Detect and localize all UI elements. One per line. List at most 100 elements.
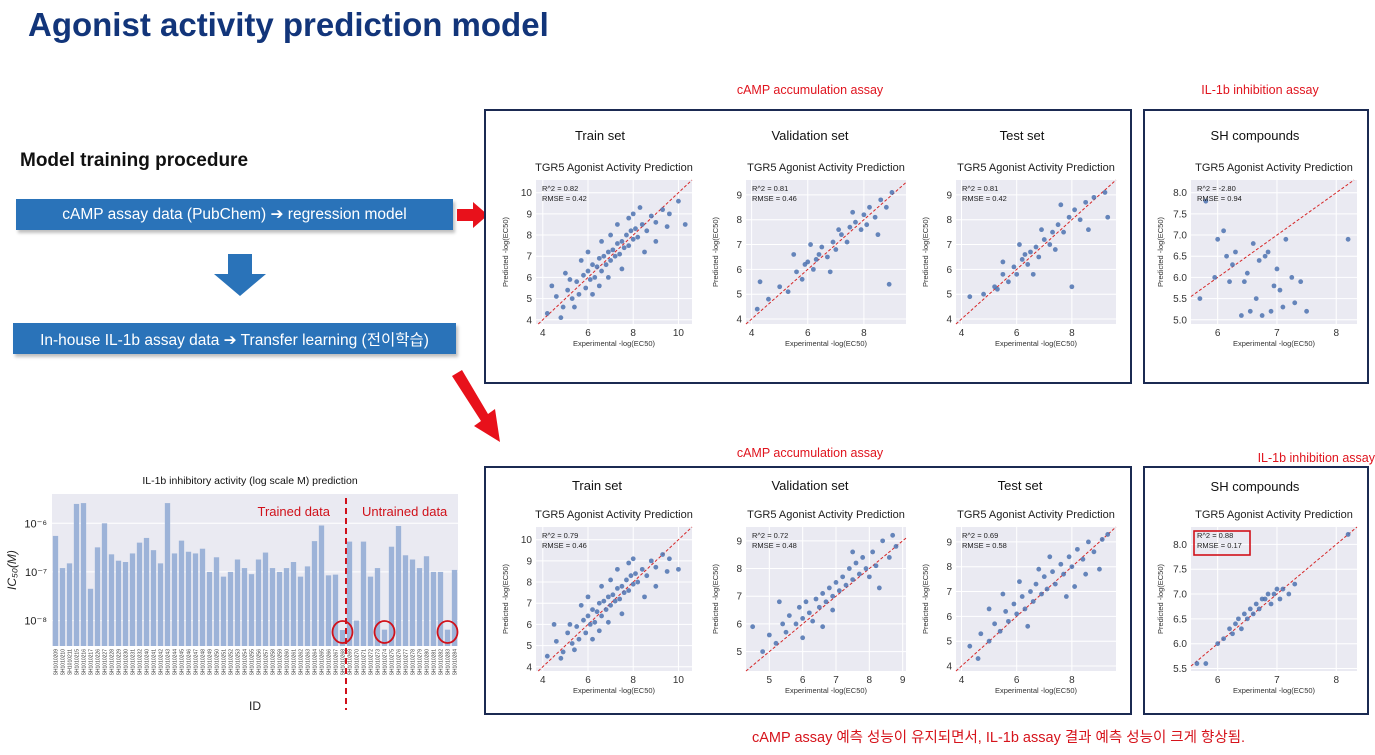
data-point [617,251,623,257]
bar [171,553,178,646]
x-tick-label: SH1010227 [103,649,109,676]
panel-title-test-top: Test set [999,128,1045,143]
data-point [992,621,998,627]
data-point [1203,198,1209,204]
data-point [886,281,892,287]
x-tick-label: 7 [833,675,839,686]
data-point [617,596,623,602]
data-point [628,573,634,579]
data-point [1000,591,1006,597]
data-point [813,257,819,262]
bar-y-axis-label: IC₅₀(M) [5,550,19,590]
data-point [1241,279,1247,285]
data-point [1221,636,1227,642]
data-point [1074,546,1080,552]
y-tick-label: 7.0 [1173,231,1187,242]
bar [227,571,234,646]
data-point [572,647,577,653]
data-point [850,549,856,555]
x-tick-label: SH1010266 [327,649,333,676]
identity-line [537,179,693,325]
data-point [1069,284,1075,290]
x-tick-label: 6 [805,328,811,339]
data-point [766,296,771,302]
stats-text: RMSE = 0.46 [752,194,797,203]
data-point [619,611,625,617]
data-point [1274,586,1280,592]
x-tick-label: 6 [585,328,591,339]
data-point [1194,661,1200,666]
data-point [785,289,791,295]
y-tick-label: 8 [736,564,742,575]
data-point [1014,611,1020,617]
bar [402,555,409,646]
data-point [608,258,614,263]
data-point [833,579,839,585]
data-point [1215,641,1221,647]
x-axis-label: Experimental -log(EC50) [1233,686,1316,695]
stats-text: RMSE = 0.58 [962,541,1007,550]
data-point [666,556,672,562]
data-point [833,247,839,252]
data-point [648,558,654,564]
panel-title-train-bottom: Train set [571,478,623,493]
y-tick-label: 5 [526,294,532,305]
data-point [1292,300,1298,306]
data-point [619,266,625,272]
x-tick-label: SH1010228 [110,649,116,676]
data-point [1238,626,1244,632]
plot-area [746,527,906,671]
data-point [653,239,659,244]
x-tick-label: SH1010252 [229,649,235,676]
data-point [1039,227,1044,233]
y-tick-label: 4 [736,315,742,326]
y-tick-label: 7 [736,240,742,251]
data-point [836,588,842,594]
x-tick-label: 6 [800,675,806,686]
data-point [1265,249,1271,255]
data-point [594,609,600,615]
data-point [799,276,805,282]
data-point [1066,554,1072,560]
stats-text: R^2 = 0.88 [1197,531,1233,540]
data-point [614,241,620,246]
x-tick-label: SH1010215 [75,649,81,676]
bar [332,574,339,646]
data-point [816,252,822,257]
data-point [581,617,586,623]
data-point [621,245,627,251]
data-point [642,594,647,600]
page-title: Agonist activity prediction model [28,6,549,43]
x-tick-label: 8 [861,328,867,339]
data-point [1247,606,1253,612]
data-point [1050,569,1055,575]
data-point [569,641,575,646]
data-point [1066,214,1072,220]
data-point [642,249,647,255]
il1b-bar-chart: IL-1b inhibitory activity (log scale M) … [5,475,459,713]
data-point [825,254,830,260]
data-point [628,228,634,234]
data-point [644,228,650,234]
data-point [553,638,559,644]
data-point [1227,279,1232,285]
camp-assay-label-top: cAMP accumulation assay [736,83,884,97]
step-transfer-learning: In-house IL-1b assay data ➔ Transfer lea… [13,323,456,354]
y-tick-label: 10 [521,535,533,546]
x-tick-label: SH1010274 [383,649,389,676]
data-point [757,279,763,285]
data-point [875,232,881,238]
data-point [793,621,799,627]
data-point [576,636,582,642]
bar [80,503,87,646]
stats-text: R^2 = 0.82 [542,184,578,193]
x-tick-label: SH1010275 [390,649,396,676]
data-point [880,538,886,544]
data-point [585,249,591,255]
bar [241,568,248,646]
data-point [603,607,609,612]
data-point [876,585,882,591]
data-point [594,264,600,270]
y-tick-label: 8 [736,215,742,226]
y-tick-label: 6 [946,265,952,276]
